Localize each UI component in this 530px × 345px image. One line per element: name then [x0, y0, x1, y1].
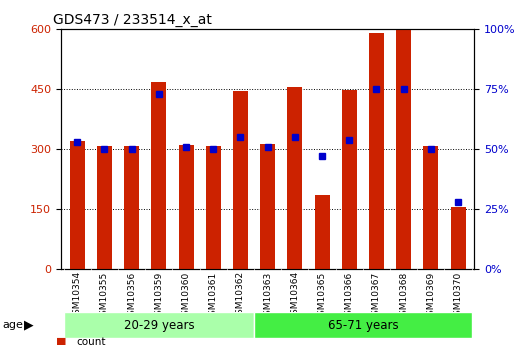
Bar — [287, 87, 302, 269]
Text: GSM10363: GSM10363 — [263, 271, 272, 321]
Bar — [70, 141, 85, 269]
Text: GSM10368: GSM10368 — [399, 271, 408, 321]
Bar — [124, 146, 139, 269]
Text: GSM10366: GSM10366 — [344, 271, 354, 321]
Text: 20-29 years: 20-29 years — [123, 319, 194, 332]
Text: GSM10355: GSM10355 — [100, 271, 109, 321]
Text: ▶: ▶ — [24, 319, 34, 332]
Text: GSM10370: GSM10370 — [454, 271, 463, 321]
Text: GSM10362: GSM10362 — [236, 271, 245, 321]
Bar — [179, 145, 193, 269]
Bar — [423, 146, 438, 269]
Bar — [260, 145, 275, 269]
Text: ■: ■ — [56, 337, 66, 345]
Text: GDS473 / 233514_x_at: GDS473 / 233514_x_at — [52, 13, 211, 27]
Text: count: count — [77, 337, 107, 345]
Text: age: age — [3, 320, 23, 330]
Text: GSM10369: GSM10369 — [426, 271, 435, 321]
Bar — [97, 146, 112, 269]
Bar — [206, 146, 220, 269]
Bar — [396, 30, 411, 269]
Bar — [64, 312, 254, 338]
Bar — [450, 207, 465, 269]
Bar — [152, 82, 166, 269]
Text: GSM10364: GSM10364 — [290, 271, 299, 321]
Bar — [315, 195, 330, 269]
Text: GSM10354: GSM10354 — [73, 271, 82, 321]
Text: 65-71 years: 65-71 years — [328, 319, 398, 332]
Text: GSM10356: GSM10356 — [127, 271, 136, 321]
Text: GSM10365: GSM10365 — [317, 271, 326, 321]
Text: GSM10359: GSM10359 — [154, 271, 163, 321]
Text: GSM10360: GSM10360 — [182, 271, 191, 321]
Bar — [254, 312, 472, 338]
Text: GSM10367: GSM10367 — [372, 271, 381, 321]
Bar — [369, 33, 384, 269]
Text: GSM10361: GSM10361 — [209, 271, 218, 321]
Bar — [233, 91, 248, 269]
Bar — [342, 90, 357, 269]
